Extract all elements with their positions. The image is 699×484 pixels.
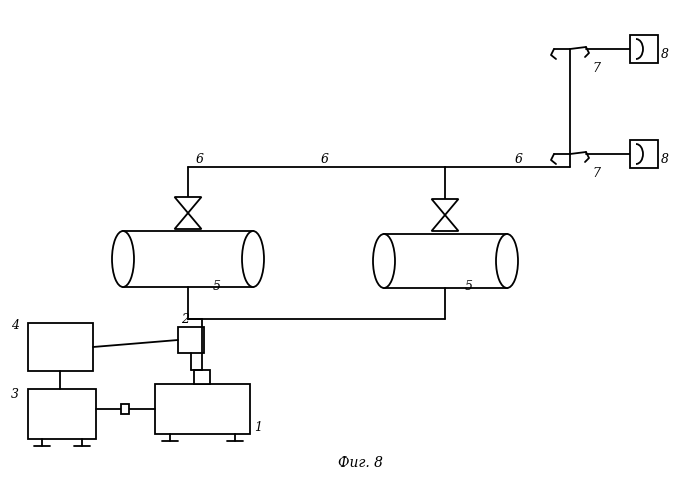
Text: 5: 5 [465, 279, 473, 292]
Ellipse shape [373, 235, 395, 288]
Polygon shape [175, 213, 201, 229]
Bar [28, 323, 93, 371]
Text: 6: 6 [196, 152, 204, 166]
Text: 5: 5 [213, 279, 221, 292]
Polygon shape [431, 199, 459, 215]
Text: 8: 8 [661, 152, 669, 166]
Text: 6: 6 [515, 152, 523, 166]
Polygon shape [175, 197, 201, 213]
Ellipse shape [242, 231, 264, 287]
Bar [384, 235, 507, 288]
Bar [630, 141, 658, 168]
Text: 7: 7 [592, 166, 600, 180]
Polygon shape [431, 215, 459, 231]
Text: 6: 6 [321, 152, 329, 166]
Text: 8: 8 [661, 48, 669, 61]
Text: Фиг. 8: Фиг. 8 [338, 455, 382, 469]
Bar [155, 384, 250, 434]
Bar [123, 231, 253, 287]
Text: 7: 7 [592, 62, 600, 75]
Ellipse shape [496, 235, 518, 288]
Ellipse shape [112, 231, 134, 287]
Text: 3: 3 [11, 387, 19, 400]
Bar [178, 327, 204, 353]
Bar [194, 370, 210, 384]
Bar [28, 389, 96, 439]
Text: 4: 4 [11, 318, 19, 332]
Text: 2: 2 [181, 312, 189, 325]
Text: 1: 1 [254, 420, 262, 433]
Bar [630, 36, 658, 64]
Bar [121, 404, 129, 414]
